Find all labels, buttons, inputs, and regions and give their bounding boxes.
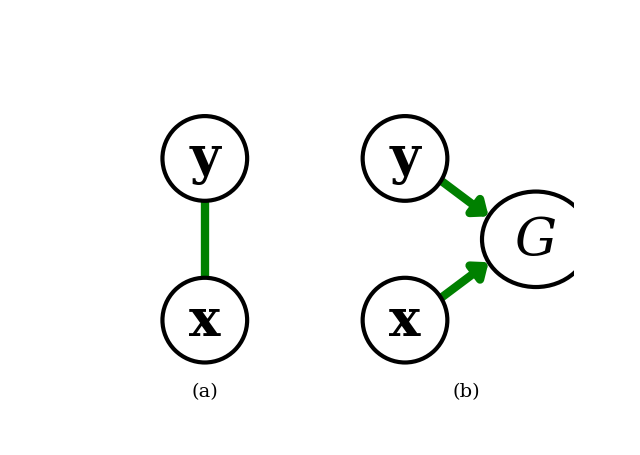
Ellipse shape bbox=[363, 117, 447, 202]
Text: (b): (b) bbox=[452, 382, 481, 400]
Text: x: x bbox=[389, 295, 420, 346]
Text: G: G bbox=[515, 214, 557, 265]
Text: x: x bbox=[189, 295, 221, 346]
Text: y: y bbox=[390, 134, 420, 185]
Ellipse shape bbox=[163, 117, 247, 202]
FancyArrowPatch shape bbox=[441, 181, 483, 213]
FancyArrowPatch shape bbox=[441, 266, 483, 298]
Text: (a): (a) bbox=[191, 382, 218, 400]
Text: y: y bbox=[189, 134, 220, 185]
Ellipse shape bbox=[482, 192, 590, 288]
Ellipse shape bbox=[363, 278, 447, 363]
Ellipse shape bbox=[163, 278, 247, 363]
